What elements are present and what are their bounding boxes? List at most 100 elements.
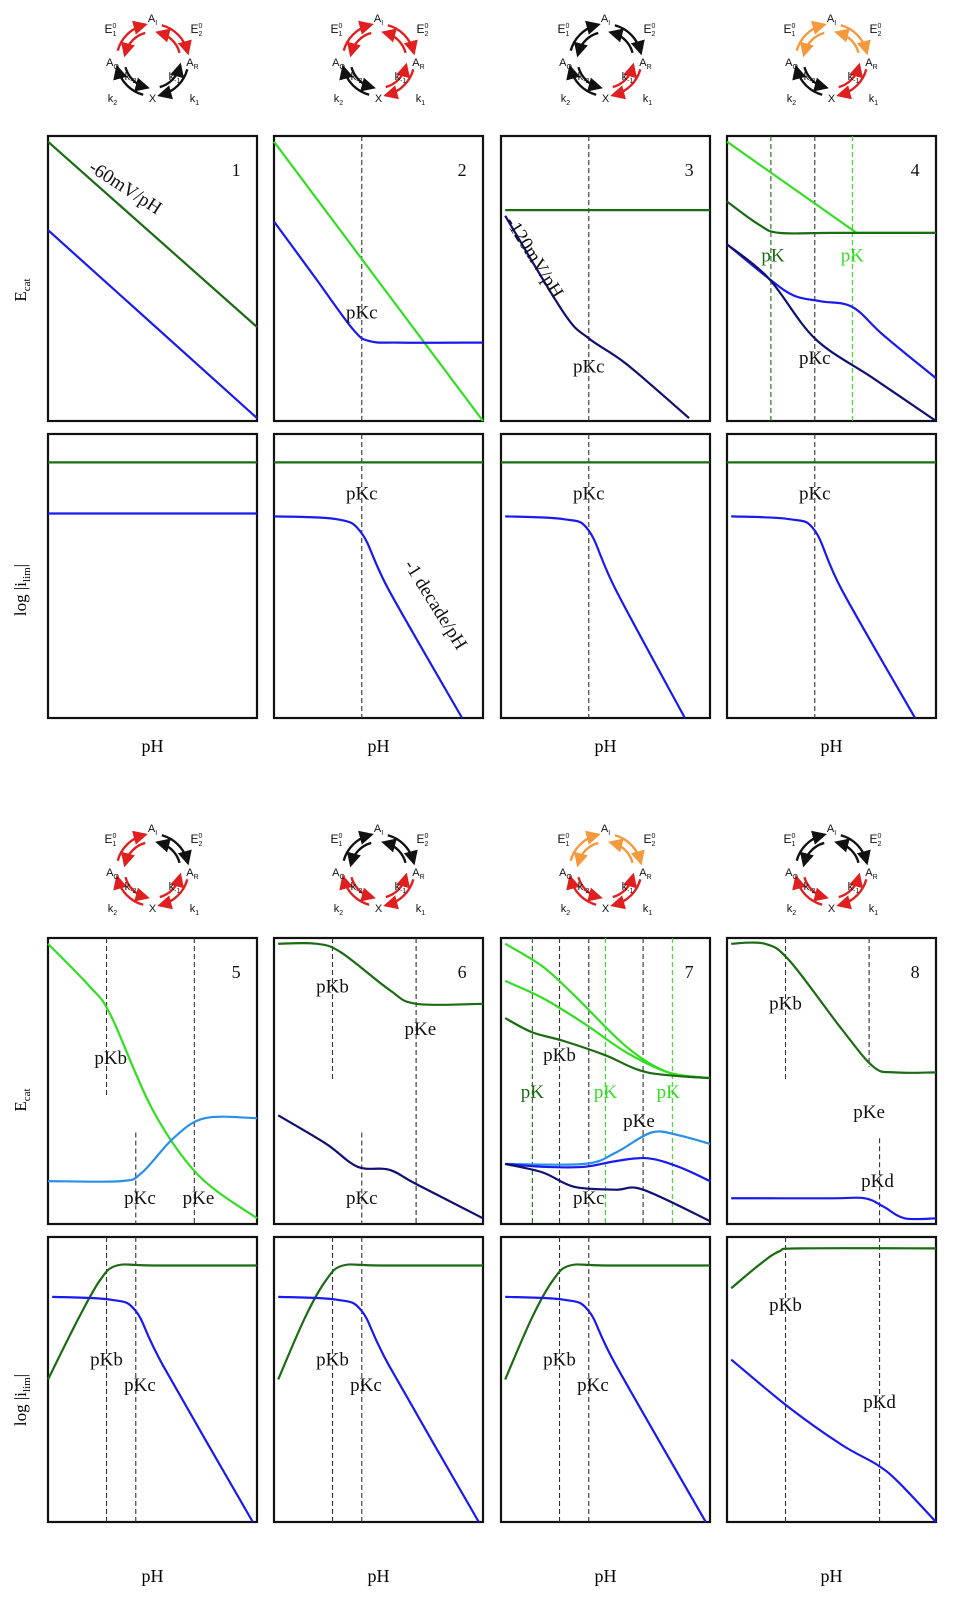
- e1-potential-label: E0 1: [105, 22, 117, 38]
- p4-pkc-label-top: pKc: [799, 348, 831, 369]
- e2-potential-label: E0 2: [644, 22, 656, 38]
- p8-pkb-label-bottom: pKb: [769, 1295, 802, 1316]
- state-ao-label: AO: [559, 867, 572, 881]
- p8-ecat-blue: [731, 1196, 937, 1221]
- ecat-panel-4: [725, 134, 938, 423]
- p7-ecat-lightgreen: [504, 942, 711, 1080]
- ilim-panel-1: [46, 432, 259, 720]
- p2-pkc-label-top: pKc: [346, 302, 378, 323]
- e1-potential-label: E0 1: [784, 832, 796, 848]
- p6-ilim-green: [277, 1263, 483, 1380]
- p7-pk-lightgreen2-label: pK: [657, 1082, 681, 1103]
- e2-potential-label: E0 2: [870, 832, 882, 848]
- ylabel-e: E: [11, 291, 30, 301]
- panel-number-2: 2: [458, 160, 467, 180]
- p8-pkd-label-bottom: pKd: [863, 1392, 896, 1413]
- k-minus2-label: k-2: [125, 881, 137, 895]
- k-minus1-label: k-1: [622, 881, 634, 895]
- p7-pkb-label-top: pKb: [543, 1045, 576, 1066]
- y-label-ecat-row2: Ecat: [11, 1088, 33, 1111]
- p8-pkd-label-top: pKd: [861, 1171, 894, 1192]
- p5-ecat-lightgreen: [47, 942, 258, 1220]
- k1-label: k1: [643, 903, 653, 917]
- e1-potential-label: E0 1: [558, 832, 570, 848]
- p2-ecat-lightgreen: [273, 141, 484, 422]
- ilim-panel-6: [272, 1235, 485, 1524]
- p4-pk-lightgreen-label: pK: [841, 245, 865, 266]
- p7-pkc-label-bottom: pKc: [577, 1375, 609, 1396]
- ecat-panel-3: [499, 134, 712, 423]
- panel-number-6: 6: [458, 962, 467, 982]
- p2-slope-label: -1 decade/pH: [399, 556, 471, 654]
- p8-pkb-label-top: pKb: [769, 994, 802, 1015]
- p7-pkb-label-bottom: pKb: [543, 1349, 576, 1370]
- x-axis-label-4: pH: [821, 736, 843, 756]
- ecat-panel-6: [272, 936, 485, 1226]
- state-ai-label: AI: [374, 13, 383, 27]
- p7-pkc-label-top: pKc: [573, 1188, 605, 1209]
- p7-pk-green-label: pK: [521, 1082, 545, 1103]
- state-ao-label: AO: [106, 867, 119, 881]
- p1-ecat-blue: [47, 229, 258, 419]
- p7-ecat-navy: [504, 1162, 711, 1223]
- state-x-label: X: [828, 93, 836, 105]
- p4-ecat-green: [726, 200, 936, 235]
- k-minus1-label: k-1: [169, 71, 181, 85]
- state-ai-label: AI: [601, 823, 610, 837]
- e2-potential-label: E0 2: [644, 832, 656, 848]
- panel-number-7: 7: [685, 962, 694, 982]
- state-x-label: X: [602, 903, 610, 915]
- p8-ilim-blue: [730, 1358, 937, 1523]
- k2-label: k2: [787, 903, 797, 917]
- ecat-panel-8: [725, 936, 938, 1226]
- k-minus1-label: k-1: [395, 881, 407, 895]
- panel-number-1: 1: [232, 160, 241, 180]
- p5-pkc-label-bottom: pKc: [124, 1375, 156, 1396]
- state-x-label: X: [149, 903, 157, 915]
- p4-pkc-label-bottom: pKc: [799, 483, 831, 504]
- reaction-cycle-8: AI AO AR X E0 1 E0 2 k-2 k-1 k2 k1: [784, 823, 882, 917]
- e2-potential-label: E0 2: [870, 22, 882, 38]
- x-axis-label-2: pH: [368, 736, 390, 756]
- k-minus2-label: k-2: [125, 71, 137, 85]
- p4-ecat-blue: [726, 243, 937, 380]
- k1-label: k1: [869, 903, 879, 917]
- p6-pkc-label-top: pKc: [346, 1188, 378, 1209]
- state-ao-label: AO: [559, 57, 572, 71]
- reaction-cycle-1: AI AO AR X E0 1 E0 2 k-2 k-1 k2 k1: [105, 13, 203, 107]
- reaction-cycle-7: AI AO AR X E0 1 E0 2 k-2 k-1 k2 k1: [558, 823, 656, 917]
- e2-potential-label: E0 2: [191, 832, 203, 848]
- k1-label: k1: [869, 93, 879, 107]
- p3-slope-label: -120mV/pH: [501, 213, 568, 302]
- ilim-panel-4: [725, 432, 938, 720]
- p7-ilim-blue: [505, 1295, 707, 1523]
- ylabel-cat: cat: [21, 278, 33, 291]
- ilim-panel-7: [499, 1235, 712, 1524]
- p5-ilim-blue: [52, 1295, 254, 1523]
- ecat-panel-1: [46, 134, 259, 423]
- k-minus1-label: k-1: [622, 71, 634, 85]
- state-ao-label: AO: [785, 57, 798, 71]
- state-ai-label: AI: [148, 823, 157, 837]
- p4-ecat-navy: [726, 243, 937, 422]
- panel-number-4: 4: [911, 160, 920, 180]
- k-minus2-label: k-2: [804, 881, 816, 895]
- x-axis-label-8: pH: [821, 1566, 843, 1586]
- reaction-cycle-3: AI AO AR X E0 1 E0 2 k-2 k-1 k2 k1: [558, 13, 656, 107]
- state-x-label: X: [602, 93, 610, 105]
- k-minus1-label: k-1: [848, 71, 860, 85]
- state-ar-label: AR: [865, 57, 877, 71]
- p4-ecat-lightgreen: [726, 140, 936, 234]
- p7-pk-lightgreen-label: pK: [594, 1082, 618, 1103]
- y-label-ecat-row1: Ecat: [11, 278, 33, 301]
- k1-label: k1: [416, 93, 426, 107]
- ecat-panel-2: [272, 134, 485, 423]
- state-x-label: X: [149, 93, 157, 105]
- x-axis-label-6: pH: [368, 1566, 390, 1586]
- ilim-panel-2: [272, 432, 485, 720]
- x-axis-label-1: pH: [142, 736, 164, 756]
- k2-label: k2: [334, 93, 344, 107]
- k-minus1-label: k-1: [395, 71, 407, 85]
- e1-potential-label: E0 1: [331, 22, 343, 38]
- state-ar-label: AR: [639, 867, 651, 881]
